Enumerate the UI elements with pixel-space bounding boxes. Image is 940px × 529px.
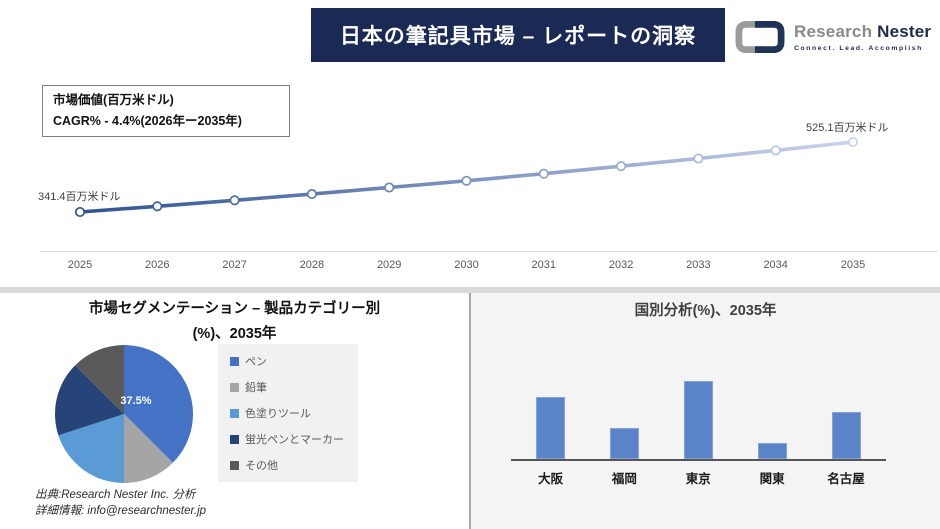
market-value-line-chart [74,136,859,218]
x-axis-tick: 2029 [376,259,402,271]
legend-swatch [230,356,239,366]
country-analysis-title: 国別分析(%)、2035年 [634,303,777,319]
legend-label: 色塗りツール [245,408,311,420]
bar-category-label: 東京 [685,472,711,486]
x-axis-tick: 2030 [454,259,479,271]
horizontal-divider [0,287,940,293]
line-start-value-label: 341.4百万米ドル [38,191,121,203]
segmentation-pie-chart [55,345,193,483]
logo-text: Research Nester Connect. Lead. Accomplis… [794,22,931,52]
logo-tagline: Connect. Lead. Accomplish [794,45,923,52]
data-point-marker [152,201,163,212]
data-point-marker [74,206,86,218]
legend-swatch [230,434,239,444]
legend-item: ペン [230,353,346,369]
pie-slice-1 [124,414,173,483]
line-end-value-label: 525.1百万米ドル [806,122,889,134]
x-axis-line [40,251,938,252]
cagr-label: CAGR% - 4.4%(2026年ー2035年) [53,114,242,128]
bar [757,443,787,459]
bar-category-label: 福岡 [611,472,637,486]
bar-category-label: 関東 [759,472,785,486]
logo-brand-second: Nester [877,22,932,41]
pie-slice-3 [55,365,125,436]
interlocked-links-icon [735,20,785,54]
market-value-cagr-box: 市場価値(百万米ドル) CAGR% - 4.4%(2026年ー2035年) [42,85,290,137]
data-point-marker [847,136,859,148]
pie-slice-2 [58,414,124,483]
legend-swatch [230,382,239,392]
bar [536,396,566,459]
legend-item: 蛍光ペンとマーカー [230,431,346,447]
contact-line: 詳細情報: info@researchnester.jp [35,505,207,517]
legend-swatch [230,408,239,418]
source-line: 出典:Research Nester Inc. 分析 [35,489,196,501]
country-bar-chart: 大阪 福岡 東京 関東 名古屋 [471,293,940,529]
data-point-marker [616,161,627,172]
legend-item: 鉛筆 [230,379,346,395]
pie-slice-0 [124,345,193,463]
x-axis-tick: 2031 [531,259,557,271]
bar-category-label: 名古屋 [827,472,865,486]
bar [609,427,639,459]
legend-swatch [230,460,239,470]
logo-brand: Research Nester [794,22,931,42]
legend-label: 蛍光ペンとマーカー [245,434,344,446]
country-analysis-panel: 国別分析(%)、2035年 大阪 福岡 東京 関東 名古屋 [471,293,940,529]
data-point-marker [461,175,472,186]
data-point-marker [229,195,240,206]
market-value-unit-label: 市場価値(百万米ドル) [53,93,174,107]
segmentation-panel: 市場セグメンテーション – 製品カテゴリー別 (%)、2035年 37.5% ペ… [0,293,469,529]
x-axis-tick: 2027 [222,259,247,271]
x-axis-tick: 2032 [608,259,634,271]
segmentation-title-line1: 市場セグメンテーション – 製品カテゴリー別 [88,301,381,317]
x-axis-tick: 2033 [686,259,711,271]
data-point-marker [384,182,395,193]
bar-category-label: 大阪 [538,472,564,486]
bar [831,412,861,459]
source-footer: 出典:Research Nester Inc. 分析 詳細情報: info@re… [35,487,206,519]
report-title: 日本の筆記具市場 – レポートの洞察 [339,25,697,48]
report-title-banner: 日本の筆記具市場 – レポートの洞察 [311,8,725,62]
x-axis-tick: 2034 [763,259,788,271]
logo-brand-first: Research [794,22,873,41]
data-point-marker [538,168,549,179]
x-axis-tick: 2035 [840,259,866,271]
data-point-marker [693,153,704,164]
research-nester-logo: Research Nester Connect. Lead. Accomplis… [733,17,931,57]
x-axis-tick: 2028 [299,259,325,271]
pie-legend: ペン鉛筆色塗りツール蛍光ペンとマーカー その他 [218,344,358,482]
x-axis-tick: 2026 [145,259,170,271]
legend-label: その他 [245,460,278,472]
x-axis-tick: 2025 [67,259,93,271]
legend-label: 鉛筆 [245,382,267,394]
pie-slice-percent-label: 37.5% [120,395,152,407]
bar [683,381,713,459]
pie-slice-4 [75,345,124,414]
segmentation-title-line2: (%)、2035年 [192,326,277,342]
data-point-marker [306,189,317,200]
legend-item: その他 [230,457,346,473]
legend-item: 色塗りツール [230,405,346,421]
bar-axis-line [511,459,886,461]
legend-label: ペン [245,356,267,368]
data-point-marker [770,145,781,156]
vertical-divider [469,293,471,529]
